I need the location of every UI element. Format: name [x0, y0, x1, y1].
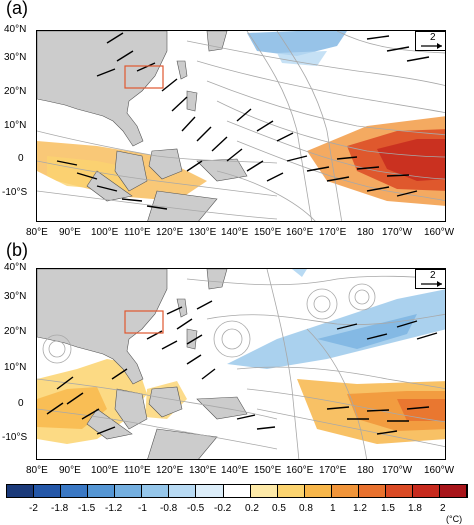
colorbar-swatch	[88, 485, 116, 497]
colorbar-tick-label: 1.5	[381, 503, 395, 514]
colorbar-tick-label: -1.8	[51, 503, 69, 514]
panel-b-lat-tick: 40°N	[4, 262, 27, 273]
colorbar-tick-label: -0.2	[214, 503, 232, 514]
reference-arrow-icon	[421, 43, 442, 49]
panel-b-lon-tick: 180	[357, 465, 374, 476]
panel-b-lon-tick: 120°E	[156, 465, 184, 476]
panel-a-lon-tick: 100°E	[91, 227, 119, 238]
panel-a-lon-tick: 110°E	[124, 227, 151, 238]
colorbar-swatch	[34, 485, 62, 497]
panel-a-lat-tick: 20°N	[4, 86, 27, 97]
colorbar-tick-label: 1.2	[353, 503, 367, 514]
panel-a-lon-tick: 150°E	[254, 227, 282, 238]
panel-a-lon-tick: 140°E	[221, 227, 249, 238]
panel-b-lon-tick: 170°E	[319, 465, 347, 476]
panel-b-lon-tick: 170°W	[382, 465, 413, 476]
colorbar-swatch	[250, 485, 278, 497]
panel-b-lat-tick: 30°N	[4, 291, 27, 302]
colorbar-tick-label: 1.8	[408, 503, 422, 514]
colorbar-swatch	[385, 485, 413, 497]
colorbar-tick-label: 1	[330, 503, 336, 514]
reference-vector-value: 2	[430, 32, 436, 43]
colorbar-swatch	[196, 485, 224, 497]
panel-a-label: (a)	[6, 0, 28, 18]
panel-a-lon-tick: 120°E	[156, 227, 184, 238]
panel-a-lon-tick: 130°E	[189, 227, 217, 238]
panel-a-lon-tick: 160°W	[424, 227, 455, 238]
colorbar-tick-label: -1	[138, 503, 147, 514]
panel-b-lat-tick: 10°N	[4, 362, 27, 373]
colorbar-swatch	[61, 485, 89, 497]
panel-a-lon-tick: 80°E	[26, 227, 48, 238]
panel-b-lon-tick: 80°E	[26, 465, 48, 476]
panel-a-reference-vector: 2	[415, 31, 445, 51]
panel-a-lat-tick: 0	[18, 153, 24, 164]
panel-a-lon-tick: 170°E	[319, 227, 347, 238]
colorbar-tick-label: 0.5	[272, 503, 286, 514]
panel-b-map: 2	[36, 268, 446, 460]
panel-a-lat-tick: 40°N	[4, 24, 27, 35]
panel-b-lat-tick: 0	[18, 398, 24, 409]
panel-b-lon-tick: 110°E	[124, 465, 151, 476]
sst-anomaly-colorbar	[6, 484, 468, 498]
panel-b-reference-vector: 2	[415, 269, 445, 289]
reference-vector-value: 2	[430, 270, 436, 281]
colorbar-tick-label: 0.8	[299, 503, 313, 514]
colorbar-tick-label: -1.2	[105, 503, 123, 514]
colorbar-tick-label: -0.8	[160, 503, 178, 514]
panel-b-lat-tick: 20°N	[4, 326, 27, 337]
colorbar-swatch	[223, 485, 251, 497]
panel-b-lon-tick: 140°E	[221, 465, 249, 476]
panel-b-lon-tick: 100°E	[91, 465, 119, 476]
colorbar-swatch	[277, 485, 305, 497]
panel-b-label: (b)	[6, 240, 28, 260]
panel-b-lat-tick: -10°S	[2, 432, 28, 443]
colorbar-swatch	[115, 485, 143, 497]
colorbar-swatch	[7, 485, 35, 497]
panel-b-lon-tick: 150°E	[254, 465, 282, 476]
colorbar-unit: (°C)	[446, 514, 463, 524]
colorbar-swatch	[169, 485, 197, 497]
panel-a-lon-tick: 90°E	[59, 227, 81, 238]
reference-arrow-icon	[421, 281, 442, 287]
colorbar-tick-label: -0.5	[187, 503, 205, 514]
panel-a-lon-tick: 180	[357, 227, 374, 238]
colorbar-swatch	[142, 485, 170, 497]
colorbar-tick-label: 2	[440, 503, 446, 514]
colorbar-tick-label: -2	[29, 503, 38, 514]
panel-a-lon-tick: 170°W	[382, 227, 413, 238]
colorbar-swatch	[412, 485, 440, 497]
colorbar-tick-label: -1.5	[78, 503, 96, 514]
panel-b-lon-tick: 90°E	[59, 465, 81, 476]
panel-a-lat-tick: -10°S	[2, 187, 28, 198]
panel-a-lon-tick: 160°E	[286, 227, 314, 238]
panel-a-lat-tick: 30°N	[4, 52, 27, 63]
colorbar-swatch	[358, 485, 386, 497]
panel-b-lon-tick: 160°E	[286, 465, 314, 476]
colorbar-swatch	[304, 485, 332, 497]
panel-a-lat-tick: 10°N	[4, 120, 27, 131]
colorbar-tick-label: 0.2	[245, 503, 259, 514]
panel-b-lon-tick: 160°W	[424, 465, 455, 476]
panel-a-map: 2	[36, 30, 446, 222]
colorbar-swatch	[331, 485, 359, 497]
panel-b-lon-tick: 130°E	[189, 465, 217, 476]
colorbar-swatch	[440, 485, 468, 497]
